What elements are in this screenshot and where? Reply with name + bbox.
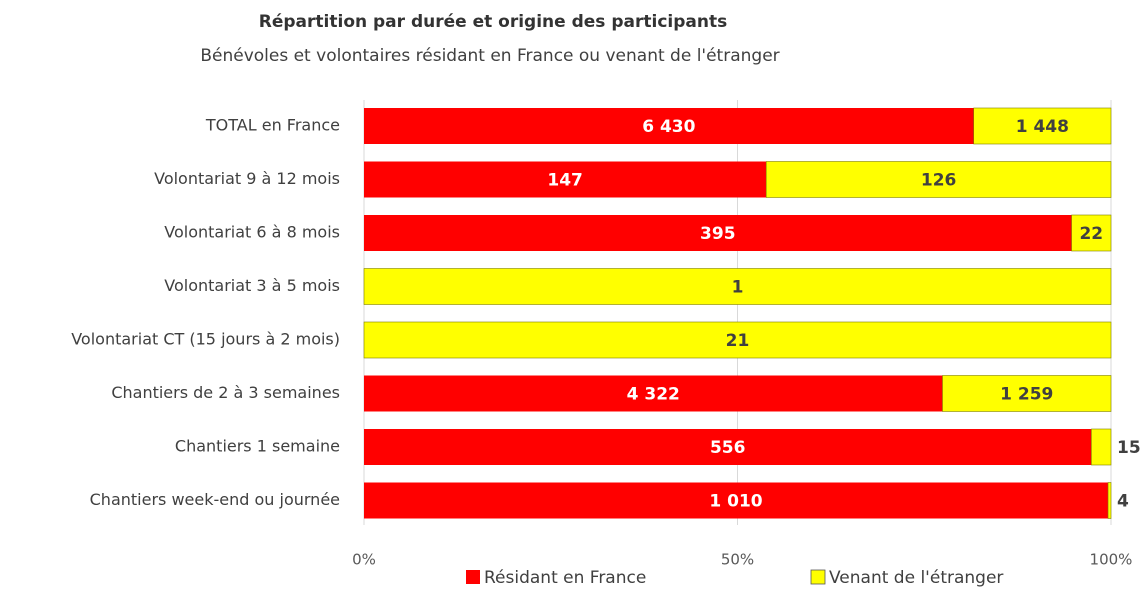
data-label: 1 259 bbox=[1000, 385, 1053, 405]
data-label: 22 bbox=[1079, 224, 1103, 244]
bar-segment bbox=[363, 268, 1112, 305]
legend-label: Résidant en France bbox=[484, 568, 646, 588]
data-label: 556 bbox=[710, 438, 746, 458]
bar-segment bbox=[364, 429, 1092, 465]
legend-swatch bbox=[466, 570, 480, 584]
bar-segment bbox=[363, 321, 1112, 359]
data-label: 147 bbox=[547, 171, 583, 191]
chart-title: Répartition par durée et origine des par… bbox=[259, 12, 727, 32]
legend-swatch bbox=[810, 569, 826, 585]
data-label: 1 010 bbox=[709, 492, 762, 512]
y-tick-label: Volontariat CT (15 jours à 2 mois) bbox=[71, 330, 340, 349]
y-tick-label: Chantiers de 2 à 3 semaines bbox=[111, 383, 340, 402]
y-tick-label: Volontariat 9 à 12 mois bbox=[154, 169, 340, 188]
bar-segment bbox=[973, 107, 1112, 145]
data-label: 1 448 bbox=[1016, 117, 1069, 137]
data-label: 126 bbox=[921, 171, 957, 191]
bar-segment bbox=[364, 375, 943, 412]
bar-segment bbox=[364, 215, 1072, 251]
y-tick-label: Chantiers week-end ou journée bbox=[90, 490, 340, 509]
bar-segment bbox=[364, 161, 767, 198]
chart-subtitle: Bénévoles et volontaires résidant en Fra… bbox=[200, 46, 779, 66]
y-tick-label: TOTAL en France bbox=[205, 116, 340, 135]
bar-segment bbox=[1091, 428, 1112, 466]
y-tick-label: Chantiers 1 semaine bbox=[175, 437, 340, 456]
data-label: 395 bbox=[700, 224, 736, 244]
bar-segment bbox=[364, 108, 974, 144]
bar-segment bbox=[1107, 482, 1112, 519]
y-tick-label: Volontariat 6 à 8 mois bbox=[164, 223, 340, 242]
data-label: 4 322 bbox=[627, 385, 680, 405]
data-label: 15 bbox=[1117, 438, 1141, 458]
bar-segment bbox=[364, 482, 1109, 519]
bar-segment bbox=[1071, 214, 1112, 252]
y-tick-label: Volontariat 3 à 5 mois bbox=[164, 276, 340, 295]
data-label: 4 bbox=[1117, 492, 1129, 512]
data-label: 6 430 bbox=[642, 117, 695, 137]
legend-label: Venant de l'étranger bbox=[829, 568, 1003, 588]
bar-segment bbox=[942, 375, 1112, 412]
x-tick-label: 100% bbox=[1090, 551, 1133, 569]
x-tick-label: 0% bbox=[352, 551, 376, 569]
x-tick-label: 50% bbox=[721, 551, 754, 569]
data-label: 21 bbox=[726, 331, 750, 351]
data-label: 1 bbox=[732, 278, 744, 298]
bar-segment bbox=[765, 161, 1112, 198]
